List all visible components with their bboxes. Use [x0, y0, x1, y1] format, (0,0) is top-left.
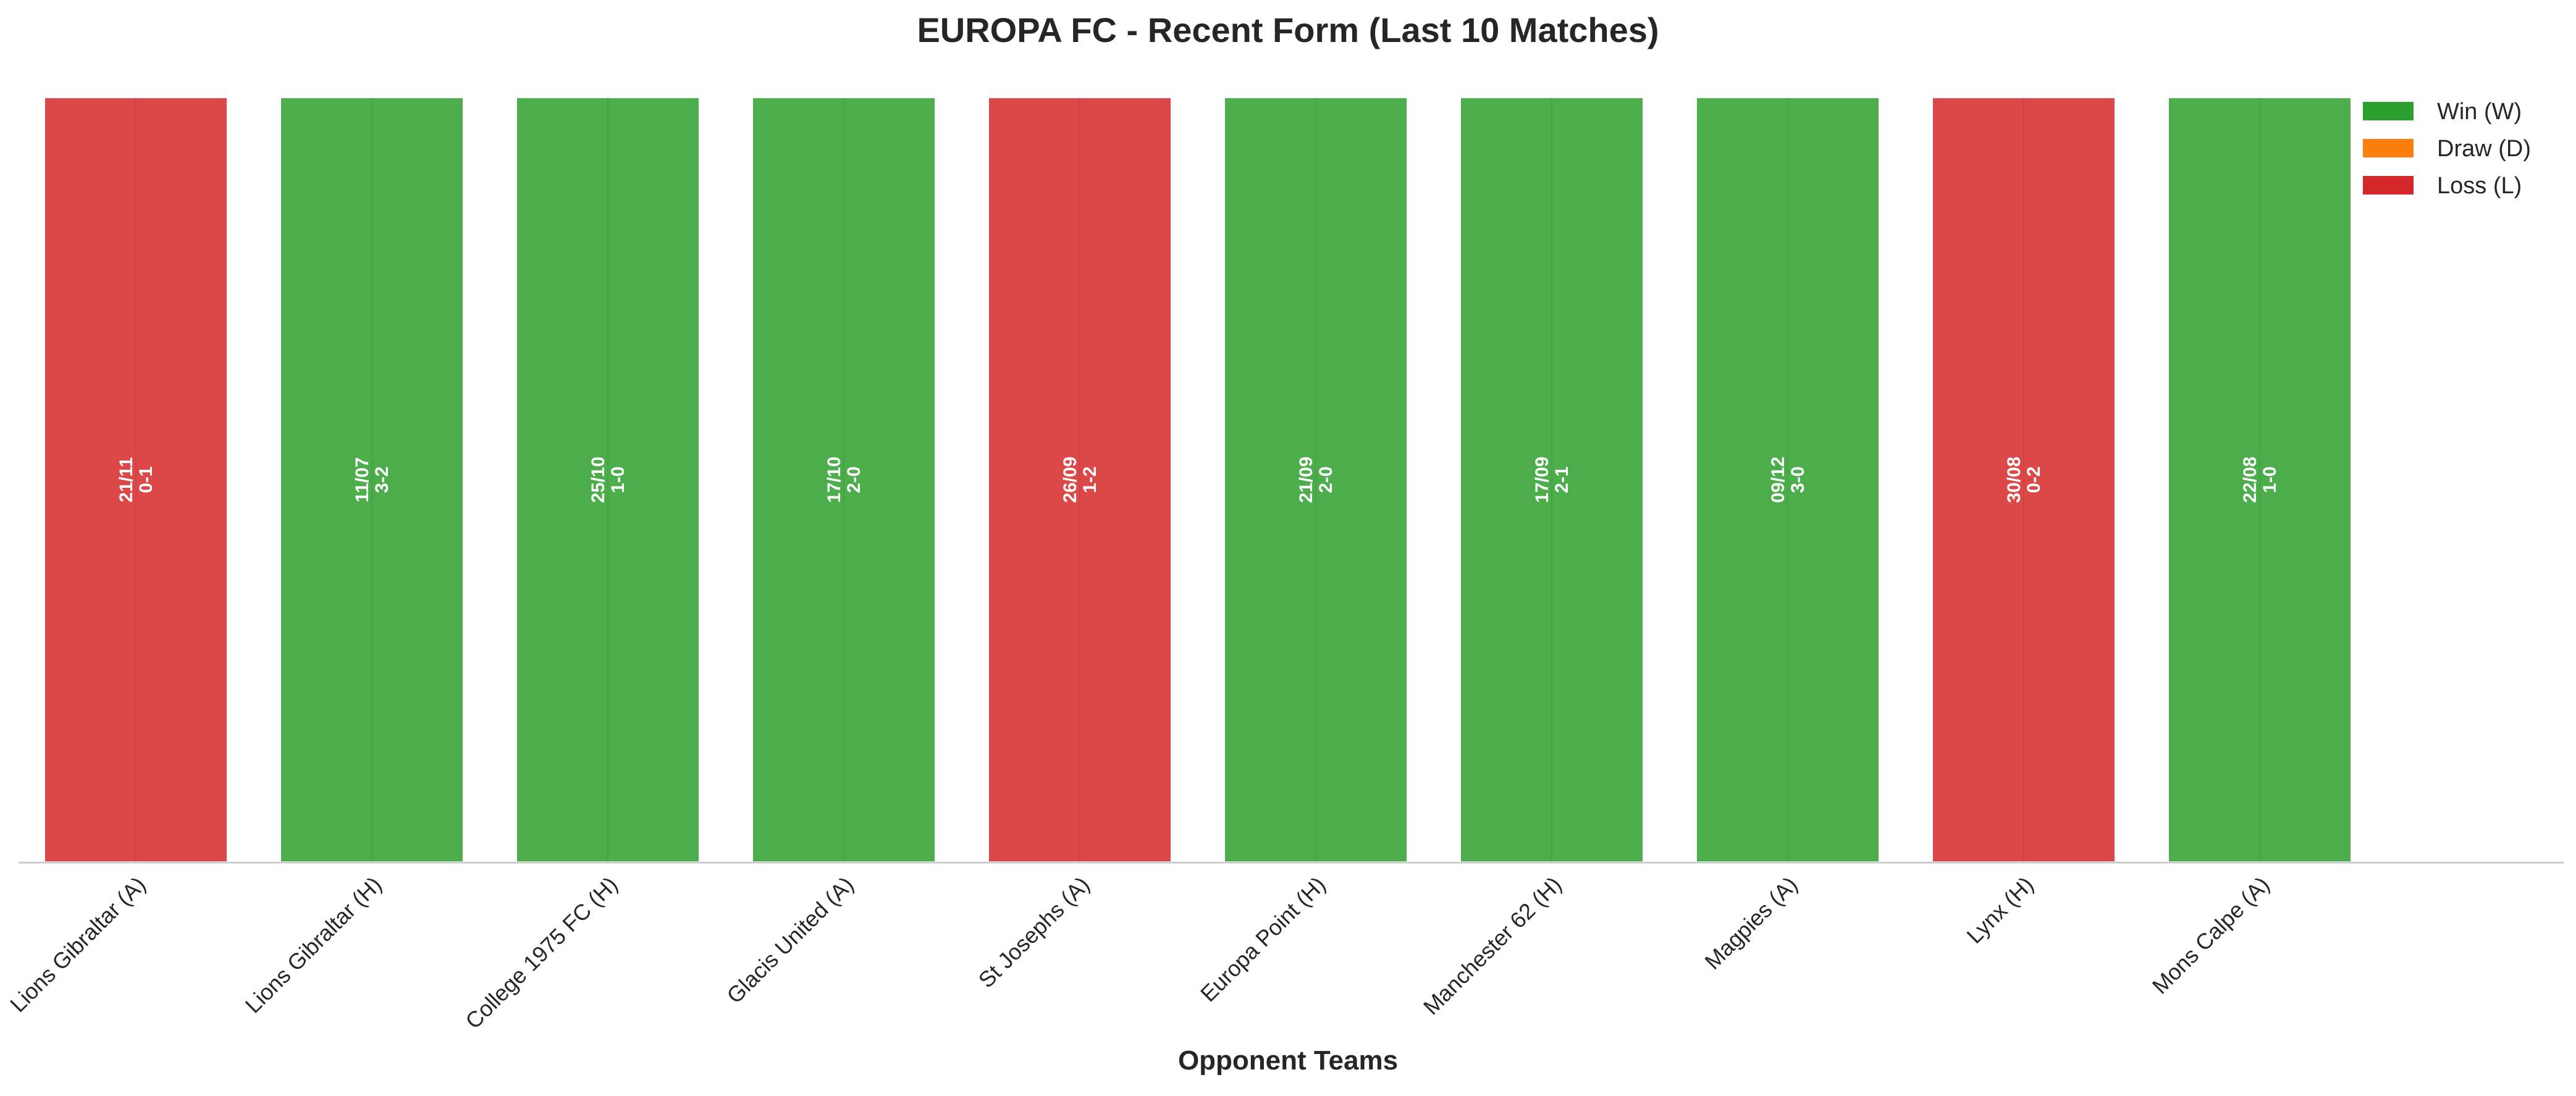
match-date: 09/12	[1768, 456, 1788, 503]
x-tick-label: Manchester 62 (H)	[1418, 872, 1567, 1020]
match-score: 0-2	[2024, 466, 2044, 493]
legend-label-l: Loss (L)	[2437, 173, 2522, 199]
x-tick-label: Magpies (A)	[1699, 872, 1802, 974]
legend-swatch-w	[2363, 102, 2414, 120]
legend-label-d: Draw (D)	[2437, 136, 2531, 162]
bar-data-label: 26/091-2	[1060, 456, 1100, 503]
bar-win	[1458, 96, 1645, 864]
bar-data-label: 09/123-0	[1768, 456, 1808, 503]
match-date: 25/10	[588, 456, 608, 503]
match-score: 1-2	[1080, 466, 1100, 493]
bar-win	[2166, 96, 2353, 864]
legend-swatch-l	[2363, 176, 2414, 195]
x-tick-label: College 1975 FC (H)	[460, 872, 622, 1034]
match-date: 17/09	[1532, 456, 1552, 503]
x-tick-labels: Lions Gibraltar (A) Lions Gibraltar (H) Co…	[5, 872, 2275, 1034]
match-score: 2-0	[1316, 466, 1336, 493]
match-date: 11/07	[352, 457, 373, 502]
bar-win	[515, 96, 701, 864]
x-tick-label: Lions Gibraltar (H)	[240, 872, 387, 1018]
match-score: 3-0	[1788, 466, 1808, 493]
legend: Win (W) Draw (D) Loss (L)	[2363, 99, 2531, 199]
match-score: 2-0	[844, 466, 864, 493]
bar-data-label: 17/092-1	[1532, 456, 1572, 503]
x-tick-label: Glacis United (A)	[722, 872, 858, 1008]
bar-data-label: 21/110-1	[116, 457, 156, 502]
bar-win	[1223, 96, 1409, 864]
x-tick-label: Europa Point (H)	[1195, 872, 1331, 1007]
x-axis-label: Opponent Teams	[1178, 1045, 1398, 1076]
match-date: 17/10	[824, 456, 844, 503]
match-score: 0-1	[136, 466, 156, 493]
bar-win	[751, 96, 937, 864]
match-date: 26/09	[1060, 456, 1080, 503]
match-date: 21/11	[116, 457, 137, 502]
x-tick-label: Mons Calpe (A)	[2147, 872, 2275, 999]
match-score: 2-1	[1552, 466, 1572, 493]
bar-data-label: 11/073-2	[352, 457, 392, 502]
match-score: 1-0	[2260, 466, 2280, 493]
bars-layer: 21/110-1 11/073-2 25/101-0 17/102-0 26/091-2…	[43, 96, 2353, 864]
bar-data-label: 22/081-0	[2240, 456, 2280, 503]
x-tick-label: St Josephs (A)	[974, 872, 1095, 993]
bar-loss	[43, 96, 229, 864]
bar-data-label: 25/101-0	[588, 456, 628, 503]
bar-data-label: 17/102-0	[824, 456, 864, 503]
match-score: 3-2	[372, 466, 392, 493]
x-tick-label: Lions Gibraltar (A)	[5, 872, 151, 1018]
x-tick-label: Lynx (H)	[1961, 872, 2038, 948]
legend-swatch-d	[2363, 139, 2414, 157]
match-date: 21/09	[1296, 456, 1316, 503]
match-date: 22/08	[2240, 456, 2260, 503]
bar-win	[279, 96, 465, 864]
match-date: 30/08	[2004, 456, 2024, 503]
legend-label-w: Win (W)	[2437, 99, 2522, 125]
bar-data-label: 30/080-2	[2004, 456, 2044, 503]
bar-loss	[987, 96, 1173, 864]
match-score: 1-0	[608, 466, 628, 493]
chart-title: EUROPA FC - Recent Form (Last 10 Matches…	[917, 10, 1659, 49]
bar-data-label: 21/092-0	[1296, 456, 1336, 503]
